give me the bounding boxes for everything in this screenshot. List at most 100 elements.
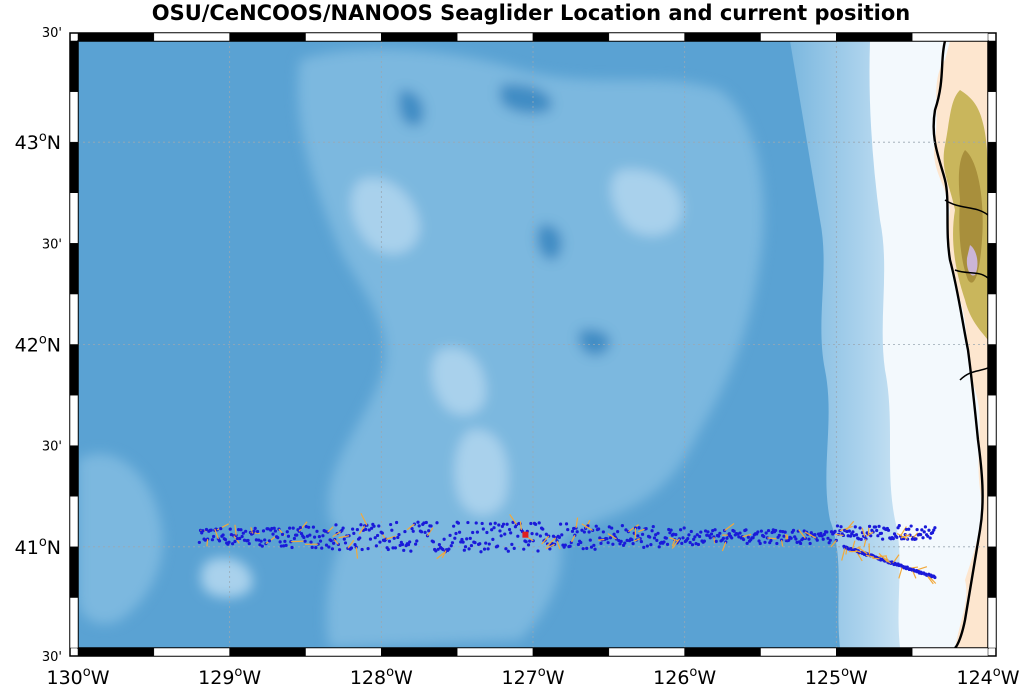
track-point [211,534,216,539]
track-point [321,534,325,538]
track-point [467,547,471,551]
western-shallows [78,453,163,624]
track-point [386,547,390,552]
track-point [714,539,718,543]
track-point [763,540,767,544]
river-2 [954,269,988,279]
track-point [315,529,319,533]
track-point [516,534,520,538]
current-vector [892,554,900,564]
track-point [284,543,288,547]
track-point [504,547,508,551]
track-point [309,540,313,544]
current-vector [721,541,727,552]
track-point [690,543,695,547]
track-point [859,537,863,541]
track-point [891,537,895,541]
frame-segment-left [69,394,79,446]
track-point [392,536,396,540]
track-point [471,530,475,535]
track-point [254,538,258,542]
track-point [741,537,746,542]
track-point [821,537,825,541]
track-point [825,530,829,534]
track-point [308,533,312,537]
track-point [352,531,356,535]
track-point [506,549,510,553]
frame-segment-top [684,32,761,42]
river-3 [959,367,988,381]
track-point [548,547,552,551]
track-point [652,536,657,540]
frame-segment-top [760,32,837,42]
track-point [377,524,381,528]
track-point [564,522,569,526]
track-point [820,534,824,538]
track-point [681,536,685,540]
track-point [276,536,280,540]
track-point [551,534,556,538]
track-point [465,537,469,541]
track-point [288,526,292,530]
track-point [536,549,540,553]
track-point [320,546,324,550]
track-point [447,547,451,551]
track-point [876,534,880,538]
track-point [355,528,359,532]
track-point [588,538,592,542]
track-point [258,543,262,547]
current-vector [541,535,550,545]
current-vector [835,533,844,537]
track-point [271,532,275,536]
track-point [541,527,545,531]
track-point [267,539,272,543]
track-point [791,528,796,533]
track-point [669,528,673,532]
current-vector [509,514,518,525]
track-point [744,528,748,532]
track-point [725,536,729,540]
track-point [848,534,853,538]
current-vector [841,547,846,561]
track-point [656,531,660,535]
track-point [329,539,333,543]
track-point [305,534,310,538]
current-vector [355,547,359,559]
current-vector [338,535,350,539]
frame-segment-bottom [760,647,837,657]
track-point [227,540,231,544]
track-point [576,542,581,547]
track-point [631,541,635,546]
track-point [692,537,696,541]
mid-shallow-patch-4 [610,169,682,236]
track-point [625,538,629,542]
track-point [302,535,306,540]
track-point [370,526,374,530]
track-point [488,522,493,526]
track-point [680,541,684,545]
current-vector [607,533,617,540]
track-point [474,521,478,525]
frame-segment-bottom [684,647,761,657]
track-point [247,541,251,546]
track-point [873,525,878,529]
land-layer [932,41,988,648]
frame-segment-bottom [911,647,989,657]
track-point [235,536,239,541]
track-point [351,527,355,531]
current-vector [206,539,209,547]
track-point [366,547,370,551]
track-point [246,538,250,543]
track-point [367,528,371,532]
track-point [746,535,750,539]
map-title: OSU/CeNCOOS/NANOOS Seaglider Location an… [151,1,911,25]
frame-segment-bottom [532,647,610,657]
track-point [448,533,452,538]
track-point [574,526,578,530]
track-point [919,533,923,537]
track-point [655,538,659,542]
track-point [637,526,641,530]
track-point [456,521,460,525]
track-point [745,541,749,545]
